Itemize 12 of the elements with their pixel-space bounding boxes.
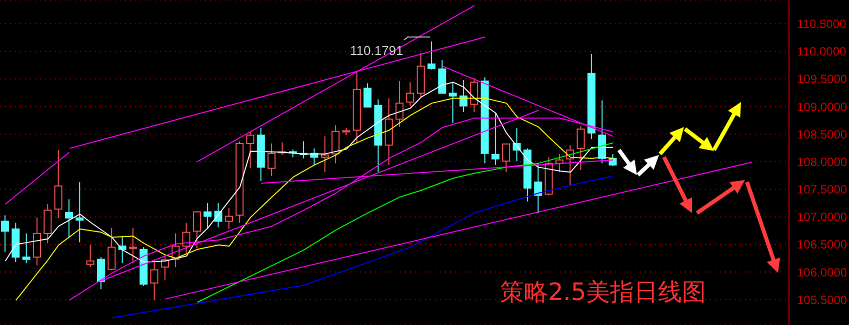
y-tick-label: 108.0000 xyxy=(797,154,848,169)
y-tick-label: 109.5000 xyxy=(797,72,848,86)
y-tick-label: 109.0000 xyxy=(797,100,848,114)
y-tick-label: 110.5000 xyxy=(797,16,846,31)
y-tick-label: 107.0000 xyxy=(797,210,848,224)
y-tick-label: 108.5000 xyxy=(797,127,848,142)
text: 策略2.5美指日线图 xyxy=(500,277,706,308)
y-tick-label: 110.0000 xyxy=(797,44,846,59)
y-tick-label: 107.5000 xyxy=(797,182,848,197)
y-tick-label: 106.5000 xyxy=(797,238,848,252)
y-tick-label: 105.5000 xyxy=(797,292,848,307)
y-tick-label: 106.0000 xyxy=(797,265,848,280)
